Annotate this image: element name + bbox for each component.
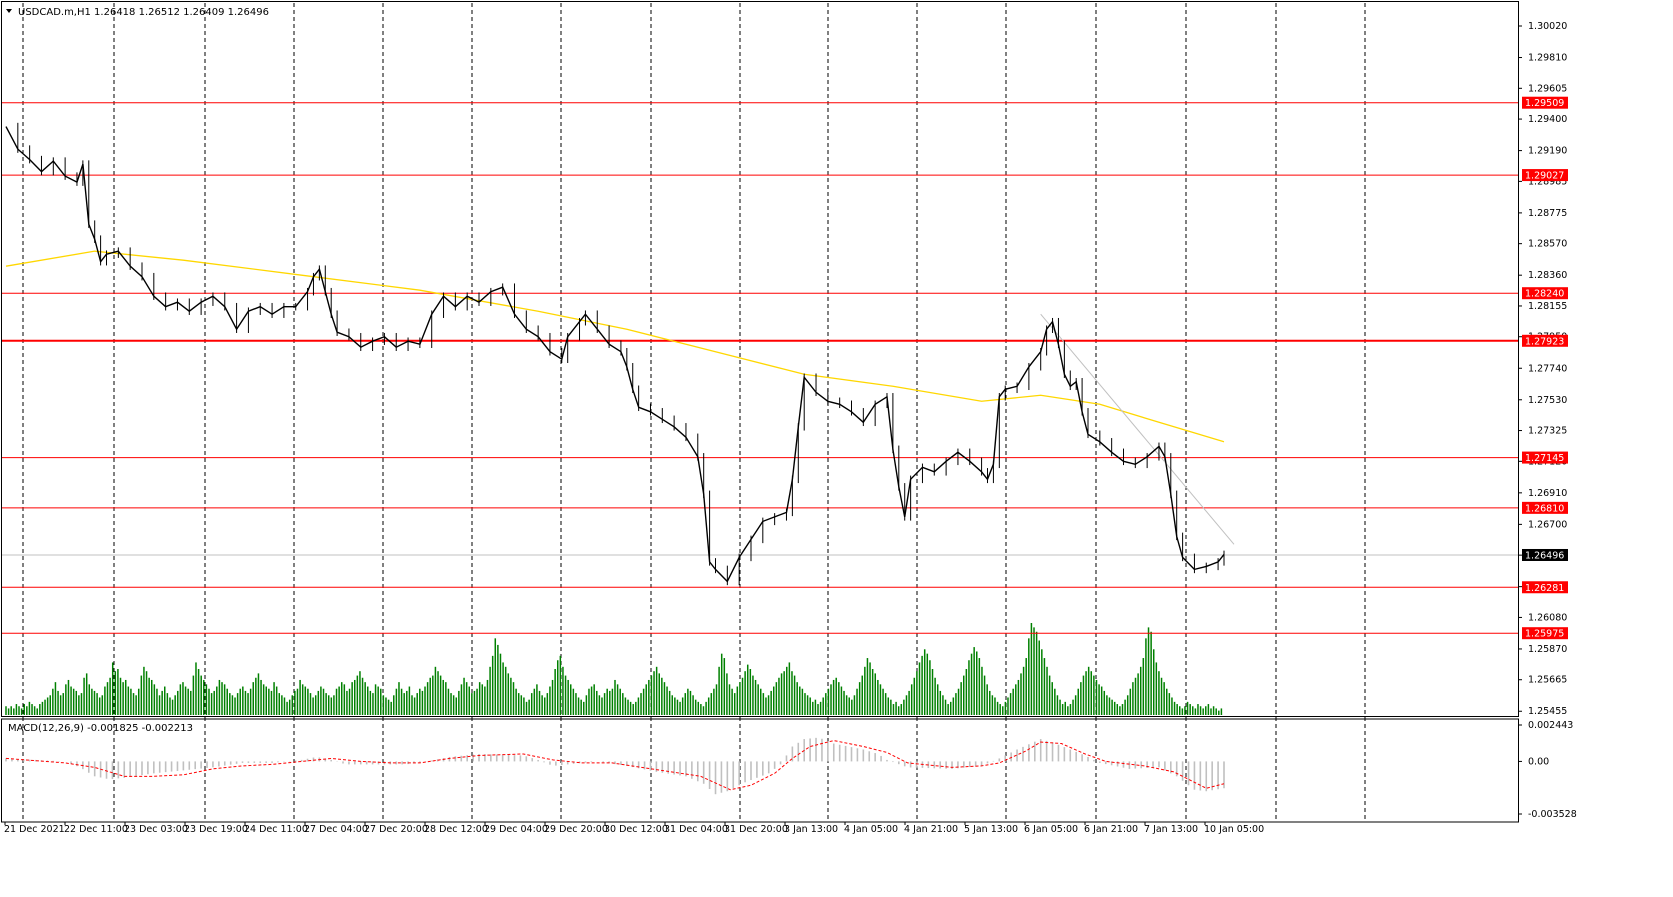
level-price-tag bbox=[1522, 96, 1568, 109]
time-axis-label: 6 Jan 21:00 bbox=[1084, 824, 1138, 835]
level-price-tag bbox=[1522, 627, 1568, 640]
price-tick-label: 1.30020 bbox=[1528, 21, 1567, 32]
macd-signal-line bbox=[5, 740, 1225, 791]
price-tick-label: 1.26700 bbox=[1528, 519, 1567, 530]
current-price-label: 1.26496 bbox=[1525, 550, 1564, 561]
macd-label: MACD(12,26,9) -0.001825 -0.002213 bbox=[8, 723, 193, 734]
time-axis-label: 27 Dec 04:00 bbox=[304, 824, 368, 835]
level-price-label: 1.29509 bbox=[1525, 98, 1564, 109]
price-tick-label: 1.29810 bbox=[1528, 53, 1567, 64]
level-price-label: 1.29027 bbox=[1525, 171, 1564, 182]
time-axis-label: 5 Jan 13:00 bbox=[964, 824, 1018, 835]
level-price-tag bbox=[1522, 501, 1568, 514]
price-tick-label: 1.28570 bbox=[1528, 239, 1567, 250]
time-axis-label: 28 Dec 12:00 bbox=[424, 824, 488, 835]
trend-line[interactable] bbox=[1040, 313, 1235, 545]
level-price-label: 1.27923 bbox=[1525, 336, 1564, 347]
level-price-tag bbox=[1522, 334, 1568, 347]
time-axis-label: 30 Dec 12:00 bbox=[604, 824, 668, 835]
time-axis-label: 22 Dec 11:00 bbox=[64, 824, 128, 835]
macd-tick-label: 0.00 bbox=[1528, 756, 1549, 767]
time-axis-label: 23 Dec 19:00 bbox=[184, 824, 248, 835]
price-tick-label: 1.26080 bbox=[1528, 612, 1567, 623]
time-axis-label: 31 Dec 20:00 bbox=[724, 824, 788, 835]
level-price-tag bbox=[1522, 169, 1568, 182]
macd-tick-label: -0.003528 bbox=[1528, 809, 1577, 820]
time-axis-label: 6 Jan 05:00 bbox=[1024, 824, 1078, 835]
time-axis-label: 21 Dec 2021 bbox=[4, 824, 65, 835]
price-tick-label: 1.28985 bbox=[1528, 176, 1567, 187]
macd-frame bbox=[1, 718, 1519, 823]
price-tick-label: 1.25665 bbox=[1528, 675, 1567, 686]
main-chart-frame bbox=[1, 1, 1519, 717]
level-price-label: 1.28240 bbox=[1525, 289, 1564, 300]
level-price-tag bbox=[1522, 451, 1568, 464]
time-axis-label: 4 Jan 21:00 bbox=[904, 824, 958, 835]
time-axis-label: 3 Jan 13:00 bbox=[784, 824, 838, 835]
price-tick-label: 1.27530 bbox=[1528, 395, 1567, 406]
level-price-tag bbox=[1522, 581, 1568, 594]
time-axis-label: 4 Jan 05:00 bbox=[844, 824, 898, 835]
price-tick-label: 1.25870 bbox=[1528, 644, 1567, 655]
price-tick-label: 1.29400 bbox=[1528, 114, 1567, 125]
price-series-line bbox=[5, 126, 1225, 583]
collapse-triangle-icon[interactable] bbox=[6, 9, 12, 13]
price-tick-label: 1.27325 bbox=[1528, 426, 1567, 437]
price-tick-label: 1.28775 bbox=[1528, 208, 1567, 219]
level-price-label: 1.27145 bbox=[1525, 453, 1564, 464]
level-price-label: 1.25975 bbox=[1525, 629, 1564, 640]
price-tick-label: 1.27740 bbox=[1528, 363, 1567, 374]
level-price-label: 1.26810 bbox=[1525, 503, 1564, 514]
price-tick-label: 1.29190 bbox=[1528, 146, 1567, 157]
time-axis-label: 29 Dec 20:00 bbox=[544, 824, 608, 835]
time-axis-label: 24 Dec 11:00 bbox=[244, 824, 308, 835]
time-axis-label: 7 Jan 13:00 bbox=[1144, 824, 1198, 835]
time-axis-label: 31 Dec 04:00 bbox=[664, 824, 728, 835]
price-tick-label: 1.26910 bbox=[1528, 488, 1567, 499]
time-axis-label: 29 Dec 04:00 bbox=[484, 824, 548, 835]
macd-tick-label: 0.002443 bbox=[1528, 720, 1573, 731]
price-tick-label: 1.28155 bbox=[1528, 301, 1567, 312]
time-axis-label: 27 Dec 20:00 bbox=[364, 824, 428, 835]
price-tick-label: 1.25455 bbox=[1528, 706, 1567, 717]
price-tick-label: 1.28360 bbox=[1528, 270, 1567, 281]
moving-average-line bbox=[5, 250, 1225, 443]
time-axis-label: 23 Dec 03:00 bbox=[124, 824, 188, 835]
time-axis-label: 10 Jan 05:00 bbox=[1204, 824, 1264, 835]
current-price-tag bbox=[1522, 548, 1568, 561]
level-price-tag bbox=[1522, 287, 1568, 300]
level-price-label: 1.26281 bbox=[1525, 583, 1564, 594]
price-tick-label: 1.29605 bbox=[1528, 83, 1567, 94]
chart-header-label: USDCAD.m,H1 1.26418 1.26512 1.26409 1.26… bbox=[18, 7, 269, 18]
